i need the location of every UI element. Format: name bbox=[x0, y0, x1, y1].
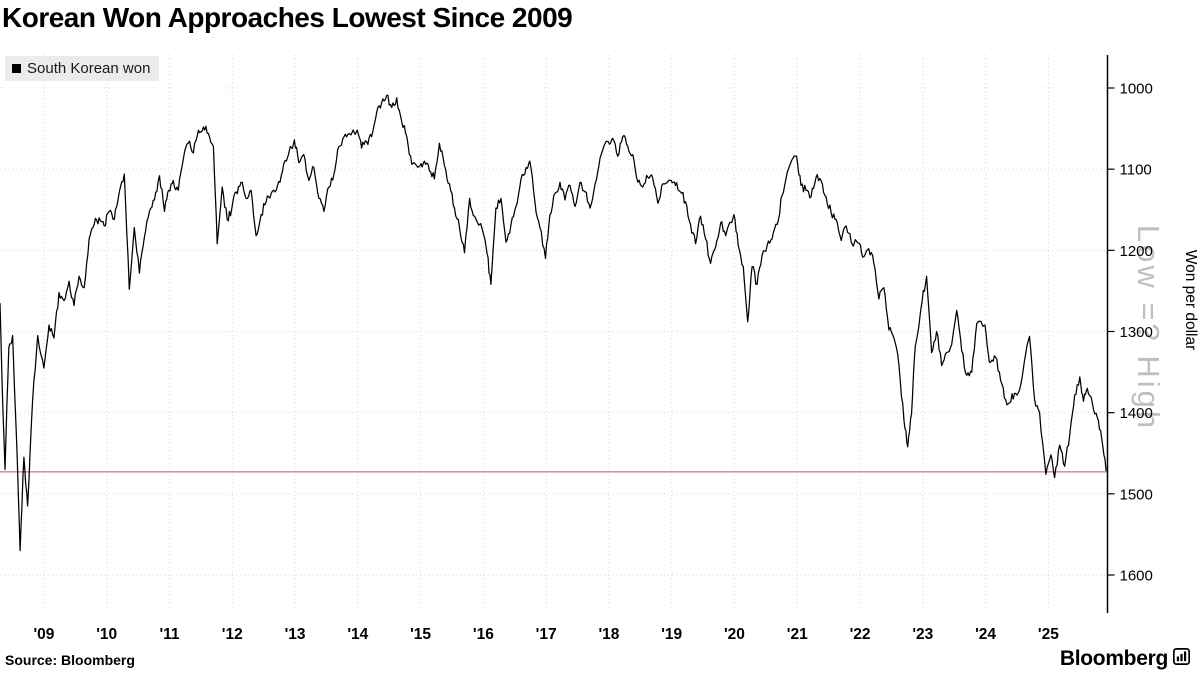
x-tick-label: '24 bbox=[975, 626, 996, 643]
x-tick-label: '15 bbox=[410, 626, 431, 643]
y-tick-label: 1200 bbox=[1120, 243, 1153, 260]
series-line-south-korean-won bbox=[0, 94, 1107, 552]
y-tick-label: 1300 bbox=[1120, 324, 1153, 341]
legend: South Korean won bbox=[5, 56, 160, 81]
x-tick-label: '12 bbox=[222, 626, 243, 643]
x-tick-label: '21 bbox=[787, 626, 808, 643]
x-tick-label: '22 bbox=[850, 626, 871, 643]
bloomberg-chart-icon bbox=[1173, 648, 1190, 670]
y-axis-title: Won per dollar bbox=[1182, 250, 1199, 351]
x-tick-label: '14 bbox=[347, 626, 368, 643]
x-tick-label: '18 bbox=[598, 626, 619, 643]
x-tick-label: '16 bbox=[473, 626, 494, 643]
x-tick-label: '17 bbox=[536, 626, 557, 643]
x-tick-label: '23 bbox=[912, 626, 933, 643]
y-tick-label: 1000 bbox=[1120, 81, 1153, 98]
source-note: Source: Bloomberg bbox=[5, 652, 135, 668]
x-tick-label: '19 bbox=[661, 626, 682, 643]
x-tick-label: '10 bbox=[96, 626, 117, 643]
x-tick-label: '20 bbox=[724, 626, 745, 643]
axis-watermark: Low =? High bbox=[1131, 225, 1166, 431]
y-tick-label: 1600 bbox=[1120, 568, 1153, 585]
legend-marker-icon bbox=[12, 64, 21, 73]
x-tick-label: '11 bbox=[159, 626, 179, 643]
legend-label: South Korean won bbox=[27, 60, 151, 77]
y-tick-label: 1100 bbox=[1120, 162, 1152, 179]
bloomberg-logo: Bloomberg bbox=[1060, 647, 1190, 671]
y-tick-label: 1500 bbox=[1120, 486, 1153, 503]
x-tick-label: '13 bbox=[285, 626, 306, 643]
bloomberg-wordmark: Bloomberg bbox=[1059, 647, 1168, 670]
page-title: Korean Won Approaches Lowest Since 2009 bbox=[2, 2, 573, 33]
y-axis: 1000 1100 1200 1300 1400 1500 1600 bbox=[1106, 55, 1153, 613]
x-tick-label: '25 bbox=[1038, 626, 1059, 643]
gridlines bbox=[0, 55, 1108, 610]
x-axis: '09 '10 '11 '12 '13 '14 '15 '16 '17 '18 '19 '20 '21 '… bbox=[33, 626, 1059, 643]
y-tick-label: 1400 bbox=[1120, 405, 1153, 422]
x-tick-label: '09 bbox=[33, 626, 54, 643]
